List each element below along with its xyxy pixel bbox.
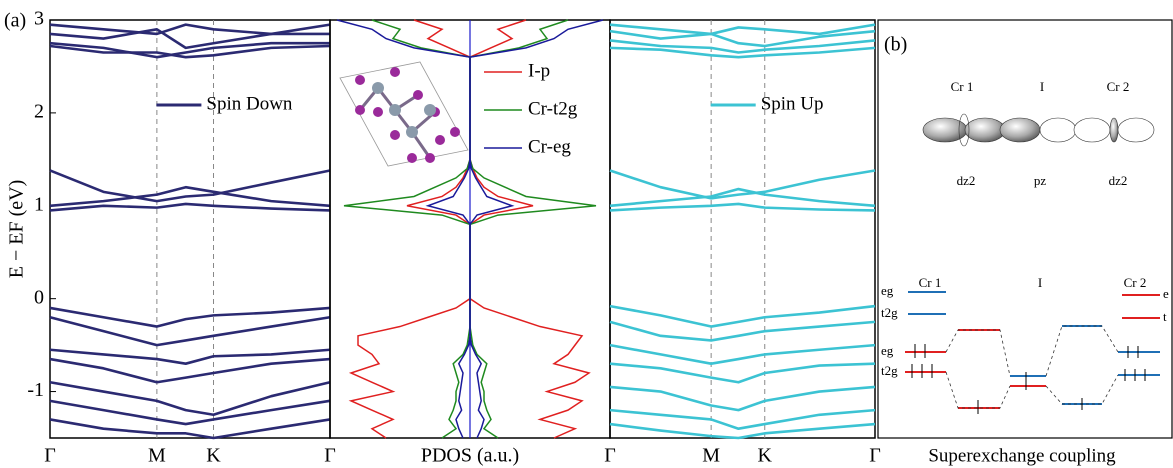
level-label: eg: [881, 283, 894, 298]
x-tick-label: M: [148, 445, 166, 467]
x-tick-label: M: [702, 445, 720, 467]
band-line: [49, 27, 330, 50]
band-line: [49, 399, 331, 426]
band-line: [49, 41, 330, 59]
band-line: [609, 362, 876, 384]
y-tick-label: 3: [34, 8, 44, 30]
y-tick-label: 1: [34, 193, 44, 215]
band-line: [49, 357, 331, 384]
band-line: [49, 306, 331, 328]
atom-label: I: [1038, 275, 1042, 290]
band-line: [609, 202, 876, 212]
pdos-line: [336, 19, 471, 439]
band-line: [609, 408, 876, 431]
legend-label: I-p: [528, 60, 550, 81]
band-line: [49, 185, 331, 208]
band-line: [609, 320, 876, 342]
x-tick-label: K: [758, 445, 773, 467]
pdos-line: [348, 19, 471, 439]
atom-label: Cr 1: [951, 79, 974, 94]
y-tick-label: 2: [34, 100, 44, 122]
key-label: e: [1163, 286, 1169, 301]
caption: Superexchange coupling: [928, 445, 1116, 466]
atom-label: Cr 2: [1124, 275, 1147, 290]
x-axis-label: PDOS (a.u.): [421, 445, 519, 467]
band-line: [609, 187, 876, 208]
atom-label: Cr 1: [919, 275, 942, 290]
pdos-line: [469, 19, 604, 439]
plot-frame: [49, 19, 331, 439]
atom-label: I: [1040, 79, 1044, 94]
legend-label: Cr-eg: [528, 136, 571, 157]
orbital-label: dz2: [1109, 173, 1128, 188]
x-tick-label: Γ: [604, 445, 616, 467]
y-axis-label: E − EF (eV): [6, 180, 28, 278]
x-tick-label: Γ: [324, 445, 336, 467]
band-line: [49, 202, 331, 212]
band-line: [49, 44, 331, 59]
key-label: t: [1163, 309, 1167, 324]
band-line: [609, 343, 876, 365]
band-line: [49, 315, 331, 347]
band-line: [49, 418, 331, 440]
y-tick-label: 0: [34, 286, 44, 308]
band-line: [609, 46, 876, 59]
orbital-label: pz: [1034, 173, 1047, 188]
band-line: [49, 348, 331, 365]
plot-frame: [609, 19, 876, 439]
band-line: [609, 385, 876, 412]
band-line: [609, 29, 876, 48]
band-line: [609, 23, 876, 36]
x-tick-label: Γ: [869, 445, 881, 467]
orbital-label: dz2: [957, 173, 976, 188]
band-line: [49, 23, 331, 36]
legend-label: Cr-t2g: [528, 98, 578, 119]
x-tick-label: K: [206, 445, 221, 467]
band-line: [49, 169, 331, 203]
legend-label: Spin Up: [761, 93, 824, 114]
level-label: t2g: [881, 305, 898, 320]
y-tick-label: -1: [27, 379, 44, 401]
band-line: [609, 39, 876, 54]
diagram: (b) Cr 1 I Cr 2 dz2 pz dz2 Cr 1 I Cr 2 e…: [877, 19, 1173, 466]
level-label: t2g: [881, 363, 898, 378]
x-tick-label: Γ: [44, 445, 56, 467]
level-label: eg: [881, 343, 894, 358]
band-line: [609, 169, 876, 200]
pdos-line: [469, 19, 597, 439]
atom-label: Cr 2: [1107, 79, 1130, 94]
crystal-inset: [339, 61, 469, 167]
band-line: [609, 304, 876, 328]
panel-label: (a): [4, 10, 26, 32]
legend-label: Spin Down: [206, 93, 293, 114]
pdos-line: [469, 19, 591, 439]
panel-label: (b): [884, 34, 907, 56]
band-line: [49, 380, 331, 417]
band-line: [609, 422, 876, 440]
